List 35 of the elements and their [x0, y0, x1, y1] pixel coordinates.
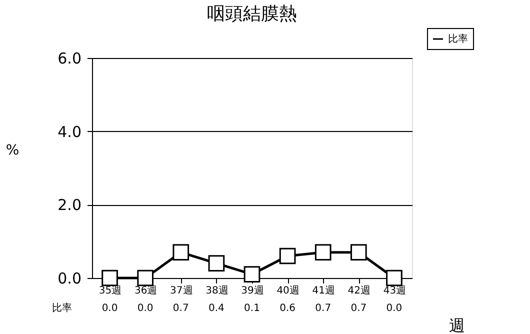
data-label: 0.7: [350, 303, 367, 314]
x-tick-label: 41週: [312, 286, 335, 296]
y-tick-label: 4.0: [58, 122, 82, 141]
x-tick-label: 40週: [276, 286, 300, 296]
data-label: 0.1: [244, 303, 260, 314]
point: [172, 244, 190, 260]
legend-label: 比率: [448, 33, 468, 45]
data-label: 0.7: [315, 303, 332, 314]
point: [350, 244, 367, 260]
x-tick-label: 39週: [241, 286, 264, 296]
data-label: 0.4: [208, 303, 224, 314]
x-tick-label: 35週: [98, 286, 122, 296]
point: [244, 266, 260, 282]
data-label: 0.0: [102, 303, 118, 314]
y-tick-label: 2.0: [58, 196, 82, 214]
point: [102, 270, 118, 286]
x-tick-label: 42週: [348, 286, 371, 296]
point: [137, 270, 154, 286]
data-label: 0.0: [137, 303, 154, 314]
y-axis-title: %: [6, 142, 20, 158]
point: [279, 248, 296, 264]
x-tick-label: 38週: [206, 286, 228, 296]
data-label: 0.7: [172, 303, 189, 314]
x-axis-title: 週: [449, 316, 465, 334]
y-tick-label: 6.0: [58, 50, 82, 68]
point: [314, 244, 332, 260]
data-label: 0.0: [386, 303, 402, 314]
point: [386, 270, 402, 286]
chart-title: 咽頭結膜熱: [207, 4, 297, 24]
x-tick-label: 37週: [170, 286, 193, 296]
point: [208, 255, 225, 272]
y-tick-label: 0.0: [58, 270, 82, 288]
text: 比率: [52, 303, 72, 314]
x-tick-label: 43週: [383, 286, 406, 296]
data-label: 0.6: [280, 303, 296, 314]
